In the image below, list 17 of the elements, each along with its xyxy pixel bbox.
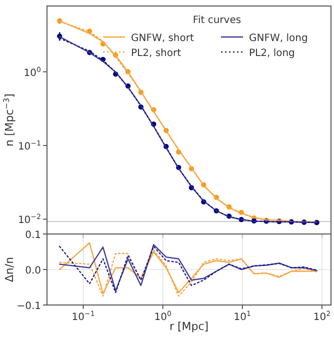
- y-tick-label: 0.0: [25, 266, 41, 276]
- x-tick-label: 10$^{0}$: [154, 310, 172, 323]
- y-tick-label: 0.1: [25, 230, 41, 241]
- y-tick-label: 10$^{−1}$: [18, 139, 41, 152]
- x-tick-label: 10$^{1}$: [234, 310, 251, 323]
- x-axis-title: r [Mpc]: [169, 320, 209, 333]
- legend-label: GNFW, long: [249, 33, 308, 44]
- y-axis-title: Δn/n: [3, 256, 16, 282]
- x-tick-label: 10$^{−1}$: [72, 310, 95, 323]
- y-tick-label: −0.1: [16, 301, 41, 312]
- legend-label: PL2, long: [249, 48, 295, 59]
- x-tick-label: 10$^{2}$: [313, 310, 331, 323]
- legend-label: GNFW, short: [131, 33, 194, 44]
- legend-label: PL2, short: [131, 48, 182, 59]
- y-tick-label: 10$^{0}$: [24, 66, 41, 79]
- legend-title: Fit curves: [192, 15, 242, 26]
- y-tick-label: 10$^{−2}$: [18, 213, 41, 226]
